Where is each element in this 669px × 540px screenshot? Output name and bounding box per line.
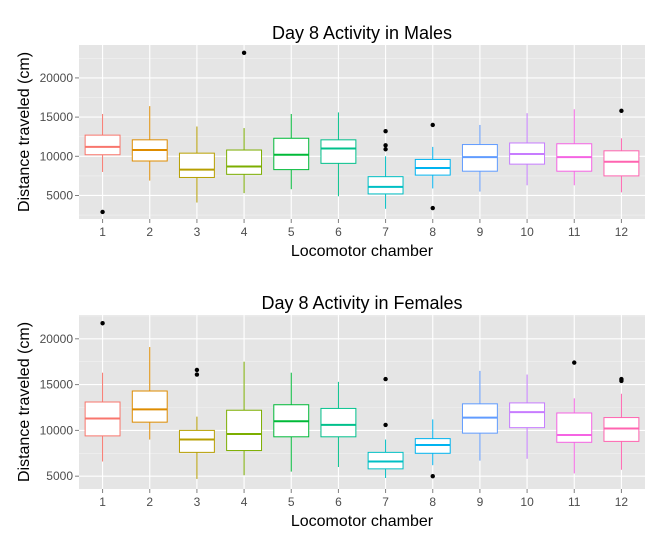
outlier-point — [100, 209, 105, 215]
x-axis-title: Locomotor chamber — [291, 243, 434, 260]
x-tick-label: 1 — [99, 225, 106, 239]
box-chamber-6 — [320, 112, 357, 197]
box-chamber-5 — [273, 113, 310, 190]
box-chamber-11 — [556, 360, 593, 474]
box-iqr — [178, 152, 215, 178]
x-tick-label: 11 — [568, 225, 581, 239]
box-chamber-6 — [320, 381, 357, 468]
x-axis-title: Locomotor chamber — [291, 513, 434, 530]
x-tick-label: 11 — [568, 495, 581, 509]
x-tick-label: 10 — [520, 495, 534, 509]
outlier-point — [241, 50, 247, 56]
box-iqr — [84, 134, 121, 156]
box-chamber-8 — [414, 419, 451, 479]
x-tick-label: 6 — [335, 495, 342, 509]
box-iqr — [556, 412, 593, 443]
outlier-point — [100, 321, 105, 326]
x-tick-label: 1 — [99, 495, 106, 509]
y-tick-label: 20000 — [40, 332, 74, 346]
x-tick-label: 12 — [615, 495, 629, 509]
box-iqr — [131, 390, 168, 423]
x-tick-label: 7 — [382, 495, 389, 509]
box-chamber-9 — [461, 124, 498, 192]
box-chamber-1 — [84, 113, 121, 215]
box-chamber-3 — [178, 126, 215, 203]
outlier-point — [572, 360, 577, 365]
outlier-point — [619, 378, 624, 384]
chart-panel-males: Day 8 Activity in Males 5000 10000 15000 20… — [16, 23, 645, 260]
box-chamber-5 — [273, 372, 310, 472]
outlier-point — [430, 205, 435, 211]
outlier-point — [383, 422, 388, 428]
x-tick-label: 3 — [194, 225, 201, 239]
y-tick-label: 20000 — [40, 71, 74, 85]
box-chamber-2 — [131, 106, 168, 181]
outlier-point — [194, 367, 200, 373]
y-axis-title: Distance traveled (cm) — [16, 52, 33, 212]
x-tick-label: 3 — [194, 495, 201, 509]
y-tick-label: 10000 — [40, 423, 74, 437]
x-tick-label: 5 — [288, 495, 295, 509]
box-series — [84, 50, 640, 215]
chart-title: Day 8 Activity in Females — [261, 293, 462, 313]
box-chamber-3 — [178, 367, 215, 479]
box-iqr — [320, 139, 357, 164]
y-tick-label: 10000 — [40, 149, 74, 163]
box-chamber-2 — [131, 347, 168, 440]
box-iqr — [603, 150, 640, 177]
box-chamber-12 — [603, 376, 640, 470]
x-tick-label: 9 — [477, 225, 484, 239]
outlier-point — [194, 372, 200, 377]
outlier-point — [430, 473, 435, 479]
chart-panel-females: Day 8 Activity in Females 5000 10000 15000… — [16, 293, 645, 530]
outlier-point — [383, 376, 388, 382]
box-chamber-11 — [556, 109, 593, 186]
outlier-point — [383, 147, 388, 152]
x-tick-label: 4 — [241, 495, 248, 509]
x-tick-label: 5 — [288, 225, 295, 239]
y-tick-label: 15000 — [40, 378, 74, 392]
box-chamber-4 — [226, 50, 263, 194]
x-tick-label: 2 — [146, 225, 153, 239]
outlier-point — [383, 143, 388, 148]
box-iqr — [178, 429, 215, 453]
box-iqr — [509, 402, 546, 429]
outlier-point — [619, 108, 624, 114]
x-tick-label: 8 — [429, 495, 436, 509]
box-chamber-7 — [367, 129, 404, 209]
outlier-point — [430, 122, 435, 128]
y-tick-label: 15000 — [40, 110, 74, 124]
box-iqr — [226, 149, 263, 175]
x-tick-label: 9 — [477, 495, 484, 509]
box-series — [84, 321, 640, 479]
chart-title: Day 8 Activity in Males — [272, 23, 452, 43]
y-tick-label: 5000 — [46, 469, 73, 483]
box-chamber-1 — [84, 321, 121, 462]
box-chamber-4 — [226, 361, 263, 476]
box-iqr — [320, 407, 357, 438]
plot-panel-background — [79, 315, 645, 489]
y-axis-title: Distance traveled (cm) — [16, 322, 33, 482]
x-tick-label: 2 — [146, 495, 153, 509]
box-iqr — [367, 176, 404, 195]
x-tick-label: 8 — [429, 225, 436, 239]
outlier-point — [383, 129, 388, 134]
box-iqr — [226, 409, 263, 452]
x-tick-label: 10 — [520, 225, 534, 239]
box-chamber-7 — [367, 376, 404, 479]
box-chamber-9 — [461, 370, 498, 461]
box-chamber-8 — [414, 122, 451, 211]
x-tick-label: 12 — [615, 225, 629, 239]
x-tick-label: 7 — [382, 225, 389, 239]
box-chamber-10 — [509, 374, 546, 459]
box-chamber-12 — [603, 108, 640, 193]
y-tick-label: 5000 — [46, 188, 73, 202]
plot-panel-background — [79, 45, 645, 219]
x-tick-label: 4 — [241, 225, 248, 239]
box-chamber-10 — [509, 113, 546, 186]
x-tick-label: 6 — [335, 225, 342, 239]
